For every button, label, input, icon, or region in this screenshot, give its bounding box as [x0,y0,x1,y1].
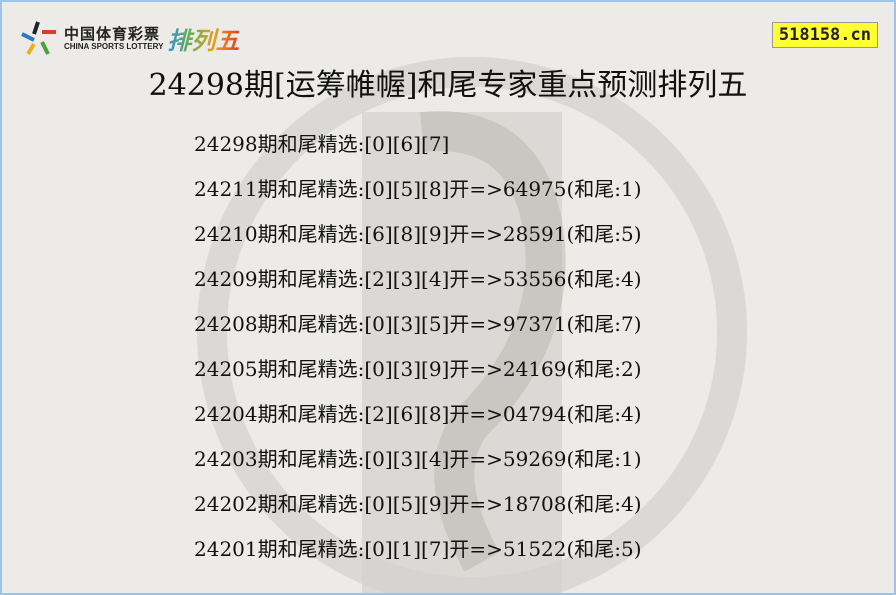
list-item: 24204期和尾精选:[2][6][8]开=>04794(和尾:4) [194,402,642,426]
list-item: 24203期和尾精选:[0][3][4]开=>59269(和尾:1) [194,447,642,471]
list-item: 24208期和尾精选:[0][3][5]开=>97371(和尾:7) [194,312,642,336]
list-item: 24211期和尾精选:[0][5][8]开=>64975(和尾:1) [194,177,642,201]
logo-cn-text: 中国体育彩票 [64,24,161,43]
prediction-list: 24298期和尾精选:[0][6][7] 24211期和尾精选:[0][5][8… [194,130,642,580]
logo-game-name: 排列五 [167,21,239,56]
china-sports-lottery-logo: 中国体育彩票 CHINA SPORTS LOTTERY 排列五 [20,20,239,56]
list-item: 24201期和尾精选:[0][1][7]开=>51522(和尾:5) [194,537,642,561]
lottery-star-icon [21,21,56,56]
list-item: 24209期和尾精选:[2][3][4]开=>53556(和尾:4) [194,267,642,291]
page-title: 24298期[运筹帷幄]和尾专家重点预测排列五 [148,68,748,103]
list-item: 24210期和尾精选:[6][8][9]开=>28591(和尾:5) [194,222,642,246]
list-item: 24205期和尾精选:[0][3][9]开=>24169(和尾:2) [194,357,642,381]
logo-en-text: CHINA SPORTS LOTTERY [64,41,164,51]
list-item: 24202期和尾精选:[0][5][9]开=>18708(和尾:4) [194,492,642,516]
list-item: 24298期和尾精选:[0][6][7] [194,132,450,156]
site-badge[interactable]: 518158.cn [771,22,878,48]
